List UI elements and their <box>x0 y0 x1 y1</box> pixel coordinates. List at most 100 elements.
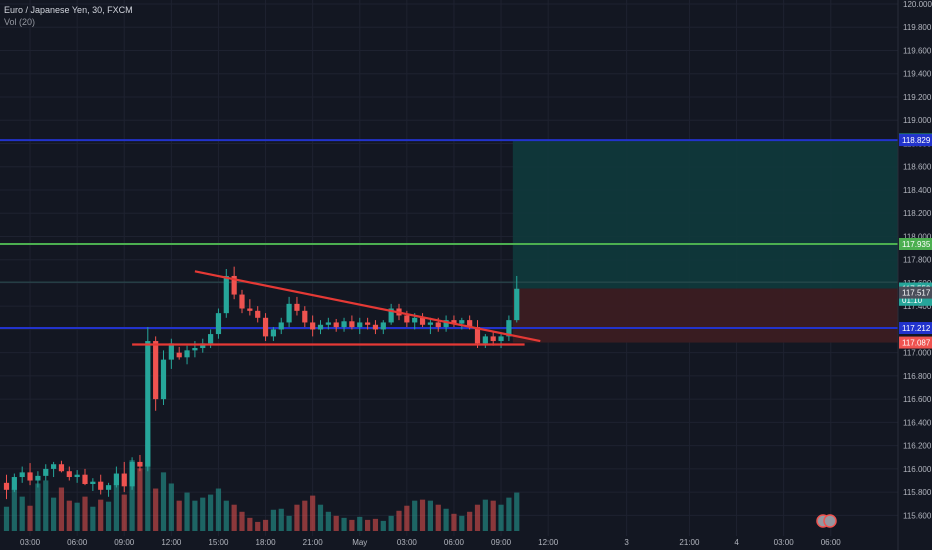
candle-body <box>317 324 324 330</box>
candle-body <box>176 352 182 358</box>
candle-body <box>200 343 206 349</box>
candle-body <box>247 308 253 311</box>
candle <box>310 315 316 337</box>
volume-bar <box>341 517 347 531</box>
price-tick-label: 119.400 <box>903 70 932 79</box>
price-tag: 118.829 <box>899 134 932 147</box>
candle-body <box>435 322 441 328</box>
price-tick-label: 115.800 <box>903 488 932 497</box>
candle-body <box>427 322 433 325</box>
volume-bar <box>451 513 457 531</box>
replay-icon[interactable] <box>816 514 837 528</box>
volume-bars <box>3 440 520 531</box>
price-tick-label: 116.600 <box>903 395 932 404</box>
candle <box>137 454 143 472</box>
volume-bar <box>3 506 10 531</box>
volume-bar <box>498 504 504 531</box>
volume-bar <box>43 480 49 531</box>
volume-bar <box>349 519 355 531</box>
candle <box>443 315 449 332</box>
candle-body <box>153 341 159 400</box>
volume-bar <box>270 509 276 531</box>
candle-body <box>27 472 33 481</box>
candle <box>113 466 119 488</box>
candle <box>19 466 25 483</box>
candle <box>74 470 80 483</box>
candle-body <box>223 275 229 314</box>
candle <box>35 471 41 488</box>
candle <box>302 306 308 328</box>
price-tick-label: 119.600 <box>903 46 932 55</box>
volume-bar <box>262 519 269 531</box>
candle-body <box>43 468 49 476</box>
volume-bar <box>514 492 520 531</box>
volume-bar <box>474 504 481 531</box>
candles <box>3 266 520 500</box>
time-tick-label: 21:00 <box>679 538 700 547</box>
candle-body <box>121 473 127 487</box>
price-tag-label: 01:10 <box>902 296 923 305</box>
time-tick-label: 09:00 <box>114 538 135 547</box>
candle-body <box>231 275 237 295</box>
candle-body <box>506 320 512 337</box>
volume-bar <box>19 496 25 531</box>
volume-bar <box>168 483 174 531</box>
volume-bar <box>310 495 316 531</box>
price-tag-bg <box>899 134 932 147</box>
candle-body <box>388 308 394 323</box>
price-tick-label: 118.000 <box>903 232 932 241</box>
volume-bar <box>435 504 441 531</box>
time-tick-label: 03:00 <box>774 538 795 547</box>
candle-body <box>262 317 269 337</box>
time-tick-label: 09:00 <box>491 538 512 547</box>
candle-body <box>333 322 339 328</box>
volume-bar <box>404 505 410 531</box>
candle <box>3 474 10 500</box>
candle <box>514 275 520 323</box>
candle-body <box>3 482 10 490</box>
volume-bar <box>443 508 449 531</box>
price-tick-label: 116.000 <box>903 465 932 474</box>
price-tick-label: 117.800 <box>903 256 932 265</box>
candle <box>459 317 465 330</box>
candle <box>129 457 135 490</box>
volume-bar <box>333 515 339 531</box>
price-tag-label: 117.212 <box>902 324 931 333</box>
candle <box>200 338 206 353</box>
price-tag-label: 117.935 <box>902 240 931 249</box>
candle-body <box>239 294 245 309</box>
candle-body <box>208 334 214 344</box>
candle <box>341 317 347 332</box>
candle-body <box>341 321 347 328</box>
volume-bar <box>98 499 104 531</box>
price-tag-bg <box>899 237 932 250</box>
candle-body <box>160 359 167 400</box>
volume-bar <box>27 505 33 531</box>
candle <box>27 463 33 486</box>
candle <box>43 464 49 481</box>
candle-body <box>349 321 355 328</box>
candle-body <box>302 310 308 323</box>
candle-body <box>443 320 449 328</box>
candle <box>419 313 426 328</box>
price-tick-label: 118.600 <box>903 163 932 172</box>
time-tick-label: 12:00 <box>161 538 182 547</box>
candle-body <box>66 471 72 478</box>
volume-bar <box>176 500 182 531</box>
price-tick-label: 119.200 <box>903 93 932 102</box>
candle-body <box>270 329 276 337</box>
price-tag-label: 117.087 <box>902 339 931 348</box>
candle-body <box>514 288 520 321</box>
candle-body <box>278 322 284 330</box>
candle <box>357 317 363 335</box>
target-zone <box>512 139 898 289</box>
candle-body <box>192 348 198 351</box>
volume-bar <box>372 518 379 531</box>
candle-body <box>490 336 496 342</box>
volume-bar <box>105 501 112 531</box>
price-tick-label: 120.000 <box>903 0 932 9</box>
candle <box>506 315 512 342</box>
volume-bar <box>208 494 214 531</box>
